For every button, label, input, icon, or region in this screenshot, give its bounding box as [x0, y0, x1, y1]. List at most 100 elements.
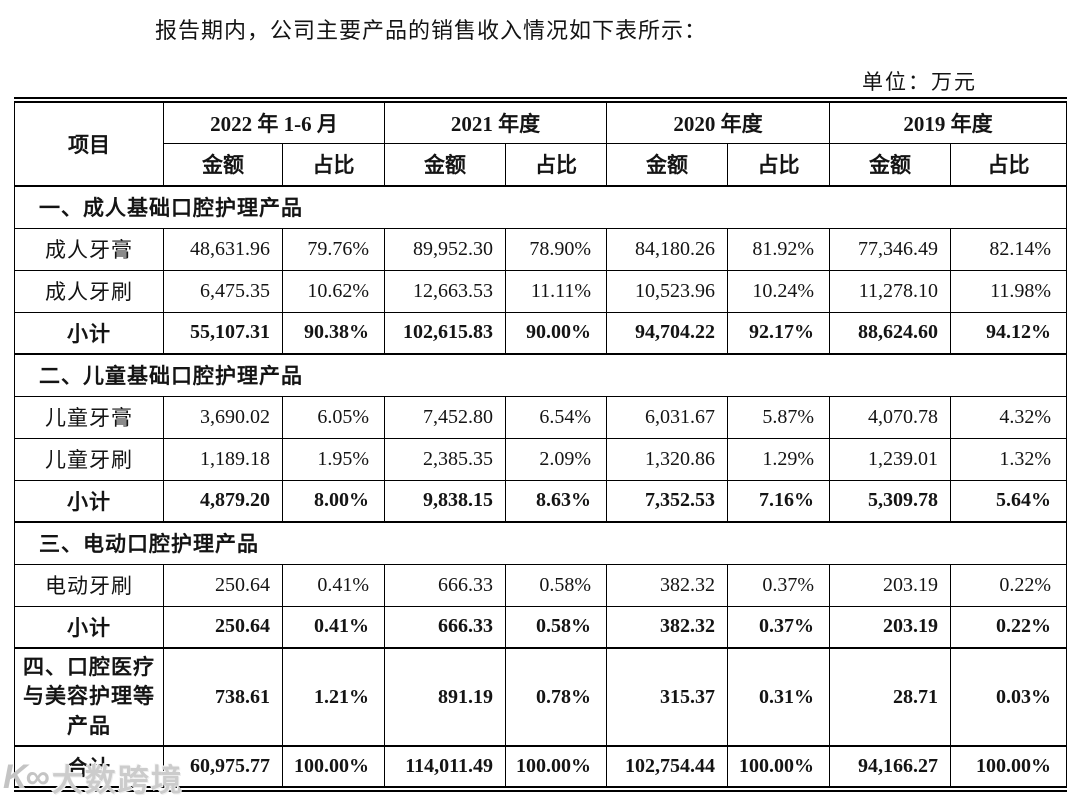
amount-value: 94,704.22: [606, 311, 728, 355]
ratio-value: 11.98%: [950, 269, 1067, 313]
revenue-table-container: 项目 2022 年 1-6 月 2021 年度 2020 年度 2019 年度 …: [14, 97, 1067, 793]
row-label: 儿童牙刷: [14, 437, 164, 481]
ratio-value: 81.92%: [727, 227, 830, 271]
ratio-value: 11.11%: [505, 269, 607, 313]
table-row: 电动牙刷 250.64 0.41% 666.33 0.58% 382.32 0.37% 203…: [14, 563, 1067, 607]
section-title: 三、电动口腔护理产品: [14, 521, 1067, 565]
amount-value: 94,166.27: [829, 745, 951, 790]
ratio-value: 0.37%: [727, 605, 830, 649]
row-label: 四、口腔医疗与美容护理等产品: [14, 646, 164, 747]
amount-value: 55,107.31: [163, 311, 283, 355]
ratio-value: 0.41%: [282, 605, 385, 649]
ratio-value: 90.00%: [505, 311, 607, 355]
amount-value: 84,180.26: [606, 227, 728, 271]
section-header-row: 三、电动口腔护理产品: [14, 521, 1067, 565]
row-label: 儿童牙膏: [14, 395, 164, 439]
amount-value: 5,309.78: [829, 479, 951, 523]
section-title: 一、成人基础口腔护理产品: [14, 185, 1067, 229]
ratio-value: 5.64%: [950, 479, 1067, 523]
ratio-value: 94.12%: [950, 311, 1067, 355]
col-header-amount: 金额: [163, 142, 283, 187]
table-row: 成人牙刷 6,475.35 10.62% 12,663.53 11.11% 10,523.…: [14, 269, 1067, 313]
amount-value: 1,320.86: [606, 437, 728, 481]
header-row-measures: 金额 占比 金额 占比 金额 占比 金额 占比: [15, 142, 1067, 187]
amount-value: 11,278.10: [829, 269, 951, 313]
amount-value: 77,346.49: [829, 227, 951, 271]
amount-value: 250.64: [163, 605, 283, 649]
table-row: 儿童牙刷 1,189.18 1.95% 2,385.35 2.09% 1,320.86 1.…: [14, 437, 1067, 481]
amount-value: 4,070.78: [829, 395, 951, 439]
col-header-amount: 金额: [384, 142, 506, 187]
row-label: 小计: [14, 605, 164, 649]
unit-label: 单位：万元: [862, 70, 977, 94]
col-header-ratio: 占比: [727, 142, 830, 187]
ratio-value: 0.58%: [505, 563, 607, 607]
table-row: 儿童牙膏 3,690.02 6.05% 7,452.80 6.54% 6,031.67 5.…: [14, 395, 1067, 439]
amount-value: 738.61: [163, 646, 283, 747]
header-row-periods: 项目 2022 年 1-6 月 2021 年度 2020 年度 2019 年度: [14, 99, 1067, 187]
section-header-row: 一、成人基础口腔护理产品: [14, 185, 1067, 229]
col-header-ratio: 占比: [950, 142, 1067, 187]
amount-value: 10,523.96: [606, 269, 728, 313]
col-header-period-2022: 2022 年 1-6 月: [163, 99, 385, 144]
amount-value: 28.71: [829, 646, 951, 747]
amount-value: 4,879.20: [163, 479, 283, 523]
row-label: 小计: [14, 479, 164, 523]
section-title: 二、儿童基础口腔护理产品: [14, 353, 1067, 397]
amount-value: 12,663.53: [384, 269, 506, 313]
ratio-value: 100.00%: [505, 745, 607, 790]
ratio-value: 4.32%: [950, 395, 1067, 439]
amount-value: 666.33: [384, 605, 506, 649]
ratio-value: 0.58%: [505, 605, 607, 649]
ratio-value: 0.22%: [950, 563, 1067, 607]
ratio-value: 1.32%: [950, 437, 1067, 481]
ratio-value: 8.63%: [505, 479, 607, 523]
col-header-amount: 金额: [606, 142, 728, 187]
amount-value: 102,754.44: [606, 745, 728, 790]
ratio-value: 2.09%: [505, 437, 607, 481]
amount-value: 2,385.35: [384, 437, 506, 481]
amount-value: 382.32: [606, 605, 728, 649]
table-row: 四、口腔医疗与美容护理等产品 738.61 1.21% 891.19 0.78% 315.…: [14, 646, 1067, 747]
ratio-value: 0.41%: [282, 563, 385, 607]
col-header-ratio: 占比: [282, 142, 385, 187]
ratio-value: 100.00%: [950, 745, 1067, 790]
revenue-table: 项目 2022 年 1-6 月 2021 年度 2020 年度 2019 年度 …: [14, 97, 1067, 793]
intro-text: 报告期内，公司主要产品的销售收入情况如下表所示：: [155, 18, 708, 43]
amount-value: 203.19: [829, 605, 951, 649]
amount-value: 102,615.83: [384, 311, 506, 355]
ratio-value: 90.38%: [282, 311, 385, 355]
amount-value: 6,031.67: [606, 395, 728, 439]
amount-value: 6,475.35: [163, 269, 283, 313]
amount-value: 1,239.01: [829, 437, 951, 481]
ratio-value: 7.16%: [727, 479, 830, 523]
amount-value: 48,631.96: [163, 227, 283, 271]
ratio-value: 1.95%: [282, 437, 385, 481]
amount-value: 7,352.53: [606, 479, 728, 523]
amount-value: 60,975.77: [163, 745, 283, 790]
ratio-value: 0.22%: [950, 605, 1067, 649]
row-label: 小计: [14, 311, 164, 355]
col-header-period-2021: 2021 年度: [384, 99, 607, 144]
amount-value: 9,838.15: [384, 479, 506, 523]
amount-value: 382.32: [606, 563, 728, 607]
ratio-value: 100.00%: [282, 745, 385, 790]
col-header-period-2019: 2019 年度: [829, 99, 1067, 144]
ratio-value: 0.03%: [950, 646, 1067, 747]
amount-value: 114,011.49: [384, 745, 506, 790]
amount-value: 1,189.18: [163, 437, 283, 481]
ratio-value: 0.78%: [505, 646, 607, 747]
amount-value: 3,690.02: [163, 395, 283, 439]
table-row: 合计 60,975.77 100.00% 114,011.49 100.00% 102,7…: [14, 745, 1067, 790]
ratio-value: 1.21%: [282, 646, 385, 747]
amount-value: 7,452.80: [384, 395, 506, 439]
ratio-value: 82.14%: [950, 227, 1067, 271]
ratio-value: 5.87%: [727, 395, 830, 439]
ratio-value: 1.29%: [727, 437, 830, 481]
table-row: 小计 4,879.20 8.00% 9,838.15 8.63% 7,352.53 7.16…: [14, 479, 1067, 523]
table-row: 成人牙膏 48,631.96 79.76% 89,952.30 78.90% 84,180…: [14, 227, 1067, 271]
ratio-value: 100.00%: [727, 745, 830, 790]
ratio-value: 0.37%: [727, 563, 830, 607]
col-header-amount: 金额: [829, 142, 951, 187]
amount-value: 89,952.30: [384, 227, 506, 271]
